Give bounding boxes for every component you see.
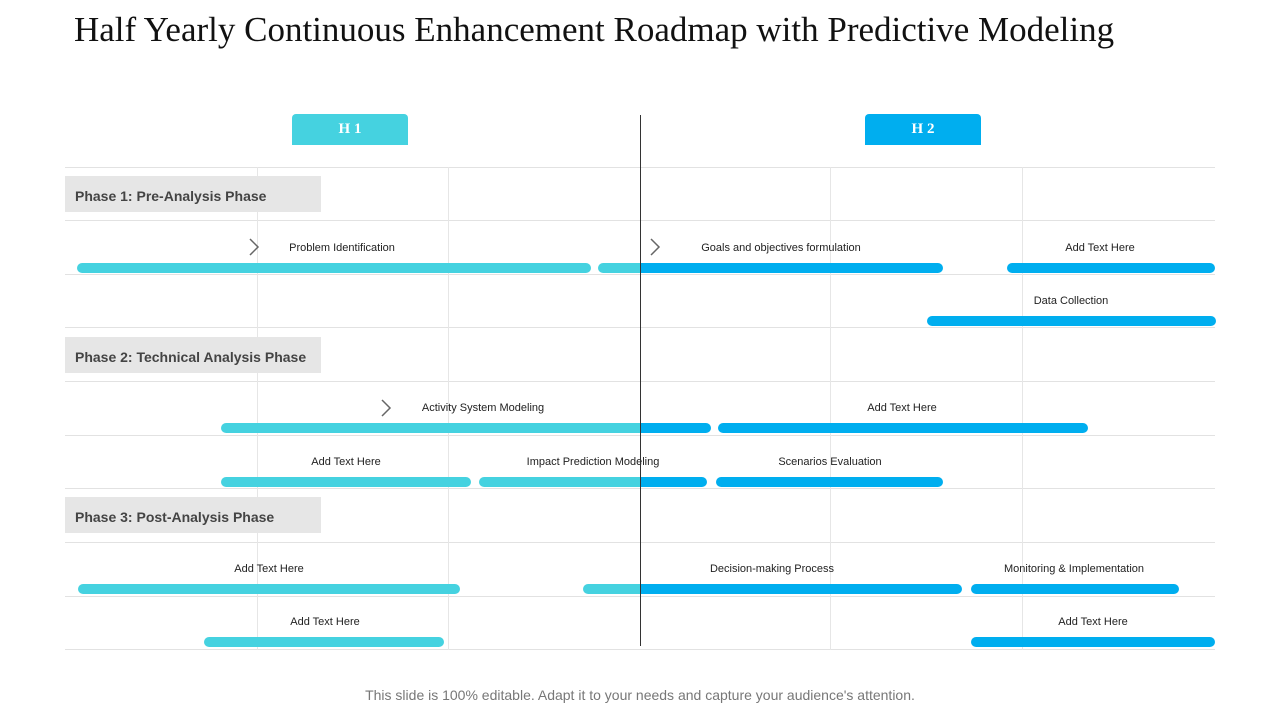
task-bar <box>204 637 444 647</box>
task-label: Data Collection <box>1033 295 1109 307</box>
task-label: Add Text Here <box>234 563 304 575</box>
task-label: Monitoring & Implementation <box>1003 563 1144 575</box>
phase-1-label: Phase 1: Pre-Analysis Phase <box>65 176 321 212</box>
task-bar <box>716 477 943 487</box>
task-bar <box>1007 263 1215 273</box>
task-label: Impact Prediction Modeling <box>526 456 660 468</box>
grid-line <box>65 649 1215 650</box>
task-bar <box>479 477 707 487</box>
footer-note: This slide is 100% editable. Adapt it to… <box>365 687 915 703</box>
task-bar <box>221 423 711 433</box>
task-label: Add Text Here <box>867 402 937 414</box>
grid-column <box>448 167 449 650</box>
page-title: Half Yearly Continuous Enhancement Roadm… <box>74 10 1115 49</box>
task-bar <box>77 263 591 273</box>
grid-column <box>257 167 258 650</box>
chevron-right-icon <box>650 238 661 256</box>
task-bar <box>718 423 1088 433</box>
task-bar <box>927 316 1216 326</box>
task-label: Add Text Here <box>1058 616 1128 628</box>
task-bar <box>598 263 943 273</box>
phase-2-label: Phase 2: Technical Analysis Phase <box>65 337 321 373</box>
half-divider-line <box>640 115 641 646</box>
task-bar <box>78 584 460 594</box>
task-bar <box>583 584 962 594</box>
phase-3-label: Phase 3: Post-Analysis Phase <box>65 497 321 533</box>
tab-h2: H 2 <box>865 114 981 145</box>
task-label: Decision-making Process <box>709 563 835 575</box>
task-label: Add Text Here <box>290 616 360 628</box>
grid-column <box>1022 167 1023 650</box>
task-label: Problem Identification <box>289 242 395 254</box>
task-bar <box>971 584 1179 594</box>
task-label: Add Text Here <box>1065 242 1135 254</box>
task-label: Goals and objectives formulation <box>701 242 861 254</box>
task-label: Activity System Modeling <box>421 402 545 414</box>
chevron-right-icon <box>249 238 260 256</box>
chevron-right-icon <box>381 399 392 417</box>
task-label: Add Text Here <box>311 456 381 468</box>
grid-column <box>830 167 831 650</box>
tab-h1: H 1 <box>292 114 408 145</box>
task-label: Scenarios Evaluation <box>778 456 882 468</box>
task-bar <box>971 637 1215 647</box>
task-bar <box>221 477 471 487</box>
